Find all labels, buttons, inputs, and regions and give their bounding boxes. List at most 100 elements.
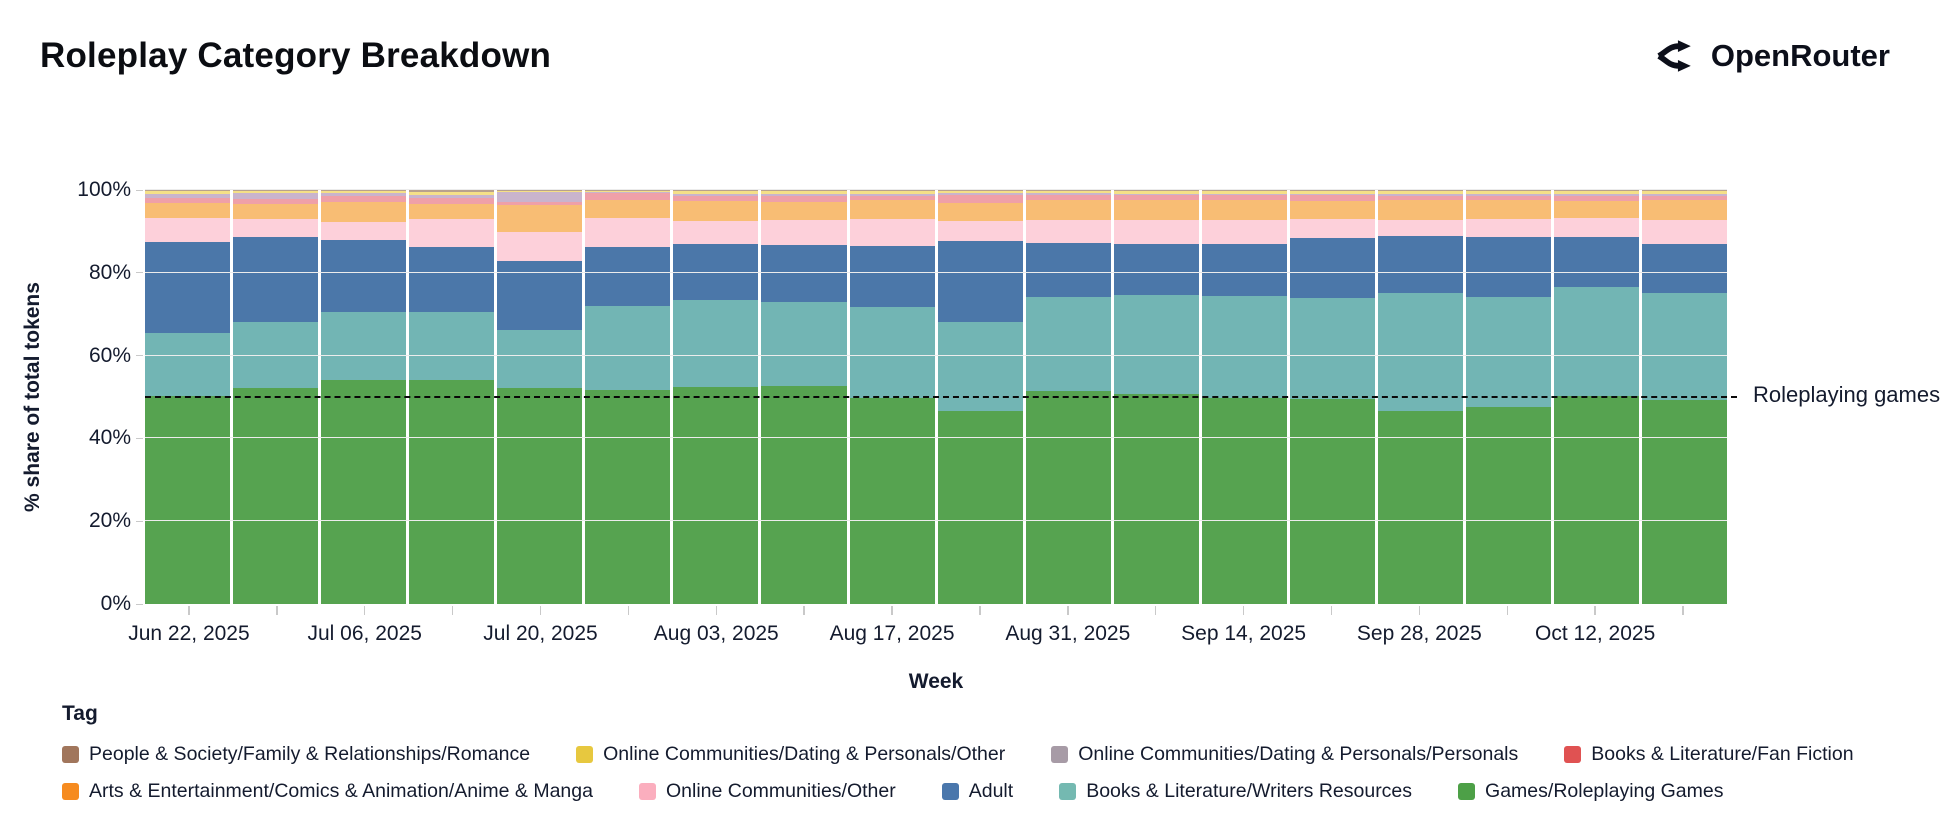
bar-segment[interactable] <box>1025 242 1111 298</box>
bar-segment[interactable] <box>1377 195 1463 200</box>
bar-segment[interactable] <box>1289 190 1375 192</box>
bar-segment[interactable] <box>1025 191 1111 194</box>
bar-segment[interactable] <box>409 190 495 192</box>
bar-segment[interactable] <box>497 231 583 261</box>
bar-segment[interactable] <box>1201 398 1287 604</box>
bar-segment[interactable] <box>1554 195 1640 202</box>
bar-segment[interactable] <box>1465 190 1551 192</box>
bar-segment[interactable] <box>673 196 759 202</box>
bar-segment[interactable] <box>1642 195 1728 200</box>
bar-segment[interactable] <box>233 198 319 204</box>
bar-segment[interactable] <box>1554 396 1640 604</box>
bar-segment[interactable] <box>1025 297 1111 391</box>
bar-segment[interactable] <box>233 190 319 194</box>
bar-segment[interactable] <box>585 199 671 219</box>
bar-segment[interactable] <box>585 247 671 306</box>
bar-segment[interactable] <box>1025 193 1111 196</box>
bar-segment[interactable] <box>497 204 583 232</box>
bar[interactable] <box>1025 190 1111 604</box>
bar-segment[interactable] <box>1642 292 1728 400</box>
bar-segment[interactable] <box>1642 399 1728 604</box>
bar-segment[interactable] <box>849 190 935 192</box>
bar-segment[interactable] <box>145 242 231 334</box>
bar[interactable] <box>409 190 495 604</box>
bar-segment[interactable] <box>1465 297 1551 408</box>
bar-segment[interactable] <box>1642 199 1728 220</box>
bar-segment[interactable] <box>849 219 935 246</box>
bar-segment[interactable] <box>497 190 583 193</box>
bar-segment[interactable] <box>585 190 671 193</box>
bar-segment[interactable] <box>761 201 847 220</box>
openrouter-logo[interactable]: OpenRouter <box>1653 34 1890 78</box>
bar-segment[interactable] <box>673 193 759 197</box>
bar-segment[interactable] <box>1377 190 1463 192</box>
bar-segment[interactable] <box>1554 194 1640 196</box>
bar-segment[interactable] <box>145 202 231 219</box>
bar-segment[interactable] <box>761 302 847 386</box>
legend-item[interactable]: Online Communities/Dating & Personals/Pe… <box>1051 743 1518 766</box>
bar-segment[interactable] <box>1465 236 1551 298</box>
bar-segment[interactable] <box>233 236 319 322</box>
bar-segment[interactable] <box>673 300 759 387</box>
legend-item[interactable]: Games/Roleplaying Games <box>1458 780 1723 803</box>
bar-segment[interactable] <box>321 190 407 191</box>
bar-segment[interactable] <box>1465 199 1551 220</box>
bar[interactable] <box>673 190 759 604</box>
bar-segment[interactable] <box>233 218 319 237</box>
bar-segment[interactable] <box>321 190 407 194</box>
bar-segment[interactable] <box>1025 390 1111 604</box>
bar-segment[interactable] <box>1465 191 1551 195</box>
bar-segment[interactable] <box>1554 190 1640 192</box>
bar-segment[interactable] <box>1113 191 1199 194</box>
bar-segment[interactable] <box>497 329 583 389</box>
bar-segment[interactable] <box>321 221 407 241</box>
bar-segment[interactable] <box>1554 191 1640 195</box>
bar-segment[interactable] <box>937 410 1023 604</box>
bar[interactable] <box>1554 190 1640 604</box>
bar-segment[interactable] <box>849 191 935 194</box>
bar-segment[interactable] <box>1289 193 1375 196</box>
legend-item[interactable]: Online Communities/Other <box>638 780 896 803</box>
bar-segment[interactable] <box>409 197 495 205</box>
bar-segment[interactable] <box>849 195 935 200</box>
bar[interactable] <box>233 190 319 604</box>
bar-segment[interactable] <box>1025 199 1111 220</box>
bar-segment[interactable] <box>1377 191 1463 195</box>
bar-segment[interactable] <box>761 245 847 303</box>
bar-segment[interactable] <box>1377 219 1463 236</box>
bar-segment[interactable] <box>409 191 495 195</box>
legend-item[interactable]: Books & Literature/Writers Resources <box>1059 780 1412 803</box>
bar-segment[interactable] <box>1201 191 1287 194</box>
bar-segment[interactable] <box>1289 399 1375 604</box>
bar-segment[interactable] <box>1025 190 1111 192</box>
bar-segment[interactable] <box>673 191 759 194</box>
bar-segment[interactable] <box>673 190 759 192</box>
bar-segment[interactable] <box>673 201 759 221</box>
bar[interactable] <box>1201 190 1287 604</box>
bar-segment[interactable] <box>145 194 231 199</box>
bar-segment[interactable] <box>849 245 935 308</box>
bar-segment[interactable] <box>145 190 231 192</box>
bar-segment[interactable] <box>937 195 1023 203</box>
bar-segment[interactable] <box>1554 218 1640 237</box>
bar-segment[interactable] <box>233 203 319 219</box>
bar[interactable] <box>849 190 935 604</box>
bar-segment[interactable] <box>1201 195 1287 200</box>
bar[interactable] <box>497 190 583 604</box>
bar-segment[interactable] <box>1113 193 1199 196</box>
bar-segment[interactable] <box>1289 195 1375 202</box>
bar-segment[interactable] <box>1025 219 1111 243</box>
bar-segment[interactable] <box>585 218 671 248</box>
bar-segment[interactable] <box>1289 298 1375 400</box>
bar-segment[interactable] <box>409 380 495 604</box>
bar-segment[interactable] <box>761 196 847 202</box>
bar-segment[interactable] <box>145 191 231 195</box>
bar-segment[interactable] <box>937 193 1023 196</box>
bar-segment[interactable] <box>1289 219 1375 238</box>
bar-segment[interactable] <box>233 387 319 604</box>
bar-segment[interactable] <box>1554 287 1640 397</box>
bar-segment[interactable] <box>497 201 583 205</box>
bar-segment[interactable] <box>673 220 759 244</box>
bar[interactable] <box>761 190 847 604</box>
bar-segment[interactable] <box>1113 243 1199 296</box>
